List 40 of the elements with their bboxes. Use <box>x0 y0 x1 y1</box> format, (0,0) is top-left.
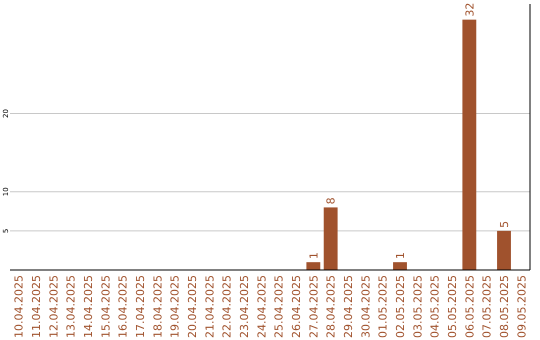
x-tick-label: 22.04.2025 <box>220 275 234 338</box>
data-label: 1 <box>307 252 320 260</box>
bar <box>306 262 320 270</box>
x-tick-label: 07.05.2025 <box>480 275 494 338</box>
x-tick-label: 25.04.2025 <box>272 275 286 338</box>
x-tick-label: 20.04.2025 <box>186 275 199 338</box>
bar <box>462 20 476 270</box>
x-tick-label: 30.04.2025 <box>359 275 372 338</box>
x-tick-label: 23.04.2025 <box>238 275 251 338</box>
x-tick-label: 13.04.2025 <box>64 275 78 338</box>
bar <box>324 207 338 270</box>
x-tick-label: 28.04.2025 <box>324 275 338 338</box>
x-tick-label: 17.04.2025 <box>134 275 147 338</box>
x-tick-label: 03.05.2025 <box>411 275 424 338</box>
x-tick-label: 04.05.2025 <box>428 275 442 338</box>
x-tick-label: 09.05.2025 <box>515 275 528 338</box>
x-tick-label: 21.04.2025 <box>203 275 216 338</box>
x-tick-label: 05.05.2025 <box>446 275 459 338</box>
x-tick-label: 12.04.2025 <box>47 275 60 338</box>
x-tick-label: 11.04.2025 <box>30 275 43 338</box>
x-tick-label: 01.05.2025 <box>376 275 390 338</box>
x-tick-label: 08.05.2025 <box>498 275 511 338</box>
x-tick-label: 27.04.2025 <box>307 275 320 338</box>
x-tick-label: 29.04.2025 <box>342 275 355 338</box>
data-label: 1 <box>394 252 407 260</box>
x-tick-label: 16.04.2025 <box>116 275 130 338</box>
x-tick-label: 18.04.2025 <box>151 275 164 338</box>
data-label: 8 <box>324 197 338 204</box>
x-tick-label: 10.04.2025 <box>12 275 26 338</box>
data-label: 32 <box>463 2 476 17</box>
data-label: 5 <box>498 220 511 228</box>
x-tick-label: 24.04.2025 <box>255 275 268 338</box>
bar <box>497 230 511 270</box>
bar <box>393 262 407 270</box>
x-tick-label: 14.04.2025 <box>82 275 95 338</box>
x-tick-label: 26.04.2025 <box>290 275 303 338</box>
x-tick-label: 06.05.2025 <box>463 275 476 338</box>
x-tick-label: 15.04.2025 <box>99 275 112 338</box>
x-tick-label: 02.05.2025 <box>394 275 407 338</box>
x-tick-label: 19.04.2025 <box>168 275 182 338</box>
